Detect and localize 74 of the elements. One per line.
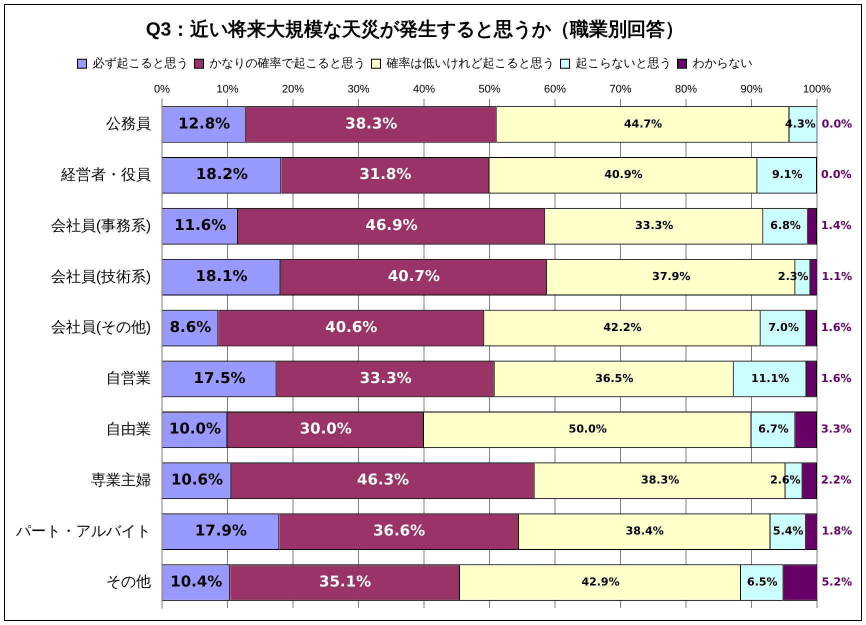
data-label: 11.6% bbox=[174, 216, 226, 234]
data-label: 30.0% bbox=[300, 420, 352, 438]
y-tick-label: 会社員(技術系) bbox=[51, 268, 151, 286]
x-tick-label: 0% bbox=[154, 83, 170, 96]
data-label: 2.2% bbox=[821, 474, 852, 487]
data-label: 38.4% bbox=[626, 524, 664, 538]
y-tick-label: 経営者・役員 bbox=[60, 166, 151, 184]
data-label: 40.7% bbox=[388, 267, 440, 286]
data-label: 5.2% bbox=[822, 575, 852, 588]
data-label: 36.5% bbox=[595, 372, 634, 385]
legend-label: 必ず起こると思う bbox=[92, 56, 188, 70]
x-tick-label: 100% bbox=[802, 83, 832, 96]
y-tick-label: パート・アルバイト bbox=[15, 522, 151, 540]
data-label: 10.6% bbox=[170, 470, 223, 489]
data-label: 44.7% bbox=[624, 117, 662, 130]
legend-label: かなりの確率で起こると思う bbox=[210, 56, 366, 70]
y-tick-label: 会社員(その他) bbox=[51, 319, 151, 336]
chart-title: Q3：近い将来大規模な天災が発生すると思うか（職業別回答） bbox=[146, 18, 684, 41]
data-label: 0.0% bbox=[821, 168, 852, 182]
data-label: 1.1% bbox=[822, 270, 852, 284]
data-label: 18.2% bbox=[196, 165, 248, 184]
data-label: 42.2% bbox=[603, 320, 642, 334]
x-tick-label: 30% bbox=[347, 83, 370, 96]
legend-label: わからない bbox=[692, 56, 752, 70]
data-label: 42.9% bbox=[581, 575, 620, 588]
data-label: 17.5% bbox=[194, 368, 246, 387]
x-tick-label: 70% bbox=[609, 83, 632, 96]
data-label: 40.6% bbox=[325, 318, 378, 336]
data-label: 9.1% bbox=[772, 168, 802, 182]
y-tick-label: 会社員(事務系) bbox=[51, 217, 151, 234]
data-label: 8.6% bbox=[170, 318, 212, 336]
data-label: 17.9% bbox=[194, 522, 247, 540]
data-label: 5.4% bbox=[772, 524, 804, 538]
data-label: 46.9% bbox=[366, 216, 418, 234]
data-label: 10.4% bbox=[170, 572, 222, 590]
y-tick-label: 公務員 bbox=[106, 116, 151, 133]
data-label: 36.6% bbox=[373, 522, 426, 540]
data-label: 35.1% bbox=[319, 572, 372, 590]
y-tick-label: 自由業 bbox=[106, 420, 151, 438]
data-label: 7.0% bbox=[768, 320, 799, 334]
data-label: 18.1% bbox=[196, 267, 248, 286]
legend-label: 確率は低いけれど起こると思う bbox=[386, 56, 554, 70]
x-tick-label: 40% bbox=[412, 83, 436, 96]
data-label: 1.4% bbox=[821, 219, 852, 232]
data-label: 1.6% bbox=[821, 372, 852, 385]
data-label: 33.3% bbox=[360, 368, 412, 387]
x-tick-label: 20% bbox=[282, 83, 304, 96]
data-label: 1.8% bbox=[822, 524, 852, 538]
x-tick-label: 60% bbox=[544, 83, 566, 96]
y-tick-label: その他 bbox=[106, 574, 151, 591]
data-label: 33.3% bbox=[635, 219, 674, 232]
x-tick-label: 80% bbox=[674, 83, 698, 96]
y-tick-label: 自営業 bbox=[106, 370, 151, 388]
data-label: 6.8% bbox=[770, 219, 801, 232]
data-label: 6.5% bbox=[747, 575, 778, 588]
data-label: 11.1% bbox=[751, 372, 790, 385]
data-label: 0.0% bbox=[822, 117, 852, 130]
x-tick-label: 10% bbox=[216, 83, 239, 96]
data-label: 40.9% bbox=[604, 168, 643, 182]
data-label: 46.3% bbox=[357, 470, 410, 489]
data-label: 31.8% bbox=[359, 165, 412, 184]
data-label: 12.8% bbox=[178, 114, 230, 132]
data-label: 37.9% bbox=[652, 270, 690, 284]
legend-label: 起こらないと思う bbox=[576, 56, 672, 70]
y-tick-label: 専業主婦 bbox=[91, 472, 151, 489]
data-label: 10.0% bbox=[168, 420, 222, 438]
data-label: 50.0% bbox=[568, 422, 607, 436]
data-label: 1.6% bbox=[821, 320, 852, 334]
data-label: 38.3% bbox=[641, 474, 680, 487]
x-tick-label: 90% bbox=[740, 83, 763, 96]
data-label: 6.7% bbox=[758, 422, 789, 436]
data-label: 3.3% bbox=[821, 422, 852, 436]
x-tick-label: 50% bbox=[478, 83, 501, 96]
data-label: 38.3% bbox=[345, 114, 398, 132]
